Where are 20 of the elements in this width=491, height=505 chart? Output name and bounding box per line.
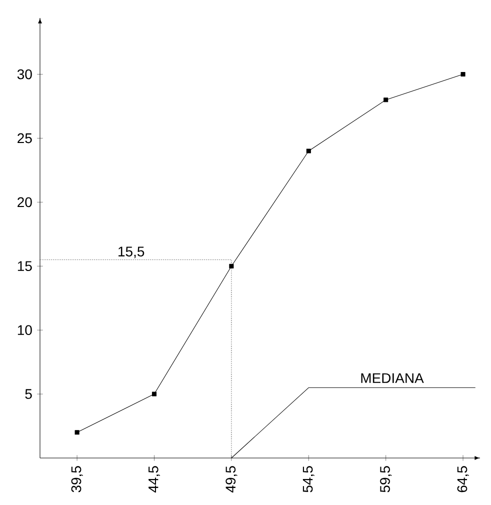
y-tick-label: 20 [18, 197, 32, 208]
x-tick-label: 39,5 [71, 466, 83, 492]
x-tick-label: 64,5 [457, 466, 469, 492]
x-tick-label: 59,5 [380, 466, 392, 492]
series-label: MEDIANA [361, 373, 424, 383]
point [229, 264, 234, 268]
y-tick-label: 5 [25, 389, 32, 399]
point [306, 148, 311, 154]
x-tick-label: 49,5 [226, 466, 238, 492]
y-tick-label: 30 [17, 69, 32, 80]
point [74, 430, 80, 435]
point [460, 72, 466, 77]
annotation: 15,5 [118, 246, 144, 258]
y-tick-label: 25 [18, 133, 32, 144]
x-tick-label: 44,5 [148, 466, 160, 492]
point [152, 392, 157, 396]
point [384, 98, 388, 102]
x-tick-label: 54,5 [302, 466, 314, 492]
y-tick-label: 10 [18, 325, 32, 336]
y-tick-label: 15 [18, 261, 32, 272]
